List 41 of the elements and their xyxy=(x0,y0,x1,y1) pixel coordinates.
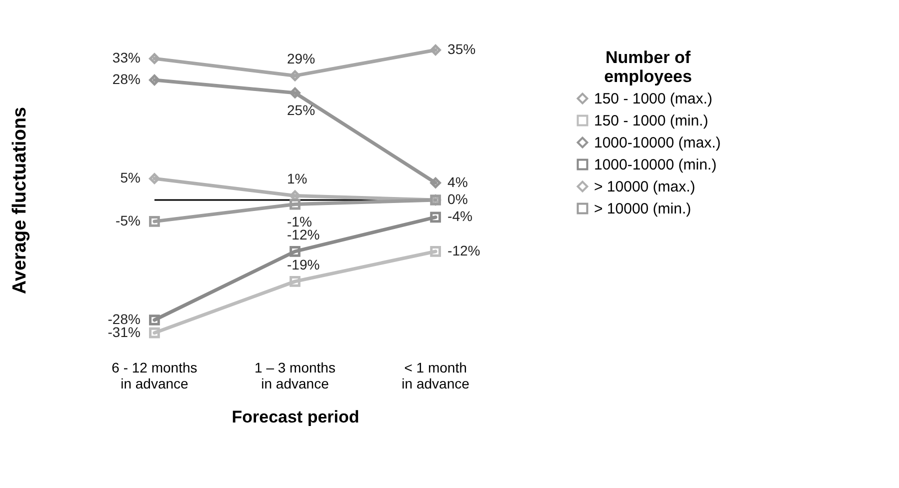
data-label: -19% xyxy=(287,256,320,272)
data-label: 4% xyxy=(448,174,468,190)
x-tick-label: 1 – 3 months in advance xyxy=(254,360,336,392)
data-label: 35% xyxy=(448,41,476,57)
point xyxy=(149,216,160,227)
data-label: 1% xyxy=(287,170,308,187)
x-axis-title: Forecast period xyxy=(232,408,360,426)
legend-label: 1000-10000 (max.) xyxy=(594,134,721,152)
point xyxy=(290,198,300,210)
data-label: -12% xyxy=(448,242,480,258)
point xyxy=(149,53,160,64)
x-tick-label: 6 - 12 months in advance xyxy=(112,360,198,392)
data-label: 29% xyxy=(287,50,316,67)
point xyxy=(290,190,300,202)
data-label: 33% xyxy=(112,50,140,66)
x-tick-label: < 1 month in advance xyxy=(402,360,470,392)
point xyxy=(430,246,441,257)
legend-label: 1000-10000 (min.) xyxy=(594,156,717,174)
point xyxy=(149,74,160,86)
point xyxy=(290,276,300,287)
point xyxy=(149,314,160,326)
point xyxy=(430,212,441,223)
data-label: 5% xyxy=(120,170,140,186)
legend-label: > 10000 (max.) xyxy=(594,178,696,196)
legend-label: 150 - 1000 (min.) xyxy=(594,112,708,130)
data-label: 25% xyxy=(287,102,316,118)
data-label: -5% xyxy=(116,212,140,228)
data-label: 28% xyxy=(112,71,140,87)
point xyxy=(430,177,441,188)
legend-title: Number of employees xyxy=(604,48,692,86)
point xyxy=(290,70,300,82)
legend-label: > 10000 (min.) xyxy=(594,200,692,218)
point xyxy=(149,173,160,184)
data-label: 0% xyxy=(448,191,468,207)
point xyxy=(149,327,160,338)
point xyxy=(290,246,300,257)
y-axis-title: Average fluctuations xyxy=(10,106,30,294)
point xyxy=(290,87,300,98)
point xyxy=(430,44,441,56)
legend-label: 150 - 1000 (max.) xyxy=(594,90,712,108)
data-label: -4% xyxy=(448,208,472,224)
